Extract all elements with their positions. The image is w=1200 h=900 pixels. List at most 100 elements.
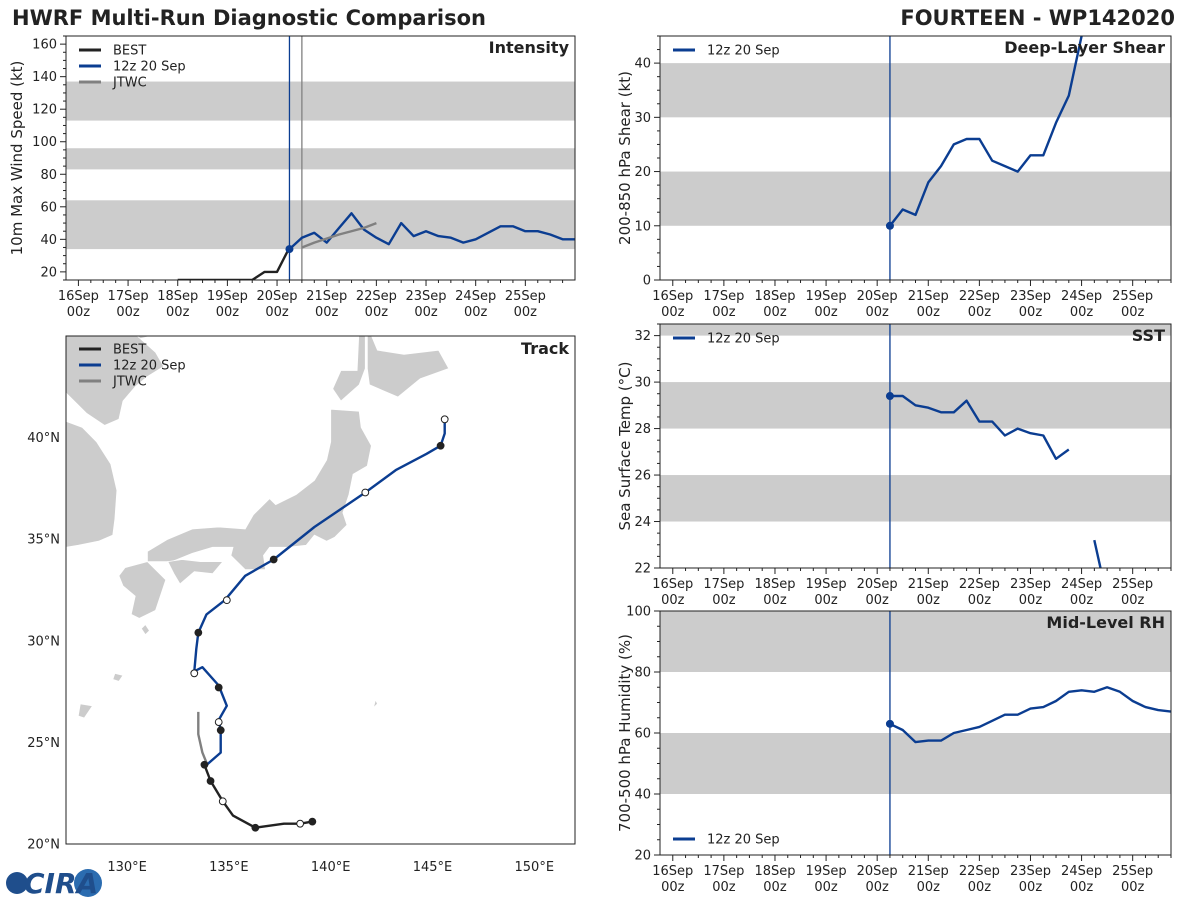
globe-icon: [6, 872, 28, 894]
plot-content: [66, 36, 575, 280]
y-tick-label: 40: [634, 57, 651, 72]
shaded-band: [660, 324, 1171, 336]
x-tick-day: 20Sep: [857, 289, 898, 304]
land-mass: [146, 408, 372, 571]
series-line: [889, 686, 1171, 744]
track-point: [206, 777, 215, 785]
x-tick-day: 19Sep: [806, 577, 847, 592]
lon-tick-label: 145°E: [413, 860, 453, 875]
x-tick-day: 18Sep: [754, 577, 795, 592]
x-tick-day: 18Sep: [754, 289, 795, 304]
y-tick-label: 80: [40, 168, 57, 183]
x-tick-day: 20Sep: [857, 577, 898, 592]
x-tick-day: 20Sep: [857, 864, 898, 879]
x-tick-label: 22Sep 00z: [356, 289, 397, 320]
cira-logo-text: CIRA: [24, 867, 98, 900]
x-tick-hour: 00z: [1121, 593, 1145, 608]
y-tick-label: 40: [40, 233, 57, 248]
land-mass: [140, 623, 151, 636]
x-tick-hour: 00z: [712, 593, 736, 608]
x-tick-hour: 00z: [1121, 305, 1145, 320]
x-tick-hour: 00z: [1019, 593, 1043, 608]
x-tick-hour: 00z: [661, 593, 685, 608]
panel-title: Intensity: [489, 38, 570, 57]
x-tick-hour: 00z: [216, 305, 240, 320]
track-point: [296, 819, 305, 828]
legend-label: 12z 20 Sep: [113, 60, 186, 75]
x-tick-label: 20Sep 00z: [257, 289, 298, 320]
figure-title: HWRF Multi-Run Diagnostic Comparison: [12, 6, 486, 30]
x-tick-label: 22Sep 00z: [959, 577, 1000, 608]
x-tick-label: 19Sep 00z: [806, 289, 847, 320]
land-mass: [118, 561, 167, 619]
x-tick-day: 23Sep: [1010, 864, 1051, 879]
plot-content: [660, 324, 1171, 568]
track-point: [222, 596, 231, 605]
x-tick-label: 18Sep 00z: [754, 577, 795, 608]
land-mass: [372, 698, 378, 710]
x-tick-label: 20Sep 00z: [857, 577, 898, 608]
x-tick-day: 24Sep: [1061, 289, 1102, 304]
shaded-band: [660, 475, 1171, 522]
storm-id: FOURTEEN - WP142020: [900, 6, 1175, 30]
y-tick-label: 32: [634, 329, 651, 344]
x-tick-label: 19Sep 00z: [207, 289, 248, 320]
x-tick-label: 20Sep 00z: [857, 289, 898, 320]
legend-label: BEST: [113, 44, 146, 59]
y-axis-label: Sea Surface Temp (°C): [616, 361, 634, 530]
shaded-band: [66, 148, 575, 170]
land-mass: [332, 336, 366, 402]
y-tick-label: 20: [40, 265, 57, 280]
x-tick-day: 25Sep: [1112, 577, 1153, 592]
x-tick-day: 16Sep: [58, 289, 99, 304]
x-tick-day: 24Sep: [1061, 577, 1102, 592]
track-point: [361, 488, 370, 497]
y-tick-label: 120: [32, 103, 57, 118]
x-tick-label: 22Sep 00z: [959, 289, 1000, 320]
x-tick-hour: 00z: [814, 305, 838, 320]
y-tick-label: 140: [32, 70, 57, 85]
y-tick-label: 10: [634, 219, 651, 234]
x-tick-hour: 00z: [1121, 880, 1145, 895]
x-tick-label: 25Sep 00z: [505, 289, 546, 320]
x-tick-hour: 00z: [1070, 593, 1094, 608]
x-tick-hour: 00z: [814, 880, 838, 895]
x-tick-day: 25Sep: [1112, 289, 1153, 304]
x-tick-day: 20Sep: [257, 289, 298, 304]
x-tick-label: 21Sep 00z: [908, 577, 949, 608]
land-mass: [112, 672, 124, 682]
y-tick-label: 30: [634, 111, 651, 126]
x-tick-day: 21Sep: [908, 864, 949, 879]
shaded-band: [660, 171, 1171, 226]
x-tick-hour: 00z: [712, 305, 736, 320]
x-tick-day: 23Sep: [1010, 577, 1051, 592]
y-tick-label: 28: [634, 422, 651, 437]
series-marker: [285, 245, 294, 254]
lat-tick-label: 30°N: [27, 634, 60, 649]
map-content: [66, 336, 450, 832]
x-tick-day: 23Sep: [406, 289, 447, 304]
x-tick-label: 18Sep 00z: [754, 289, 795, 320]
track-point: [436, 441, 445, 450]
legend-label: 12z 20 Sep: [707, 332, 780, 347]
y-tick-label: 0: [643, 274, 651, 289]
x-tick-hour: 00z: [315, 305, 339, 320]
x-tick-day: 23Sep: [1010, 289, 1051, 304]
x-tick-day: 21Sep: [306, 289, 347, 304]
x-tick-day: 22Sep: [959, 289, 1000, 304]
track-point: [218, 797, 227, 806]
plot-area: [660, 324, 1171, 568]
x-tick-hour: 00z: [865, 880, 889, 895]
y-tick-label: 100: [32, 135, 57, 150]
y-tick-label: 24: [634, 515, 651, 530]
series-marker: [885, 392, 894, 401]
land-mass: [66, 336, 165, 426]
x-tick-label: 19Sep 00z: [806, 864, 847, 895]
series-marker: [885, 221, 894, 230]
x-tick-label: 24Sep 00z: [1061, 864, 1102, 895]
x-tick-hour: 00z: [1070, 305, 1094, 320]
